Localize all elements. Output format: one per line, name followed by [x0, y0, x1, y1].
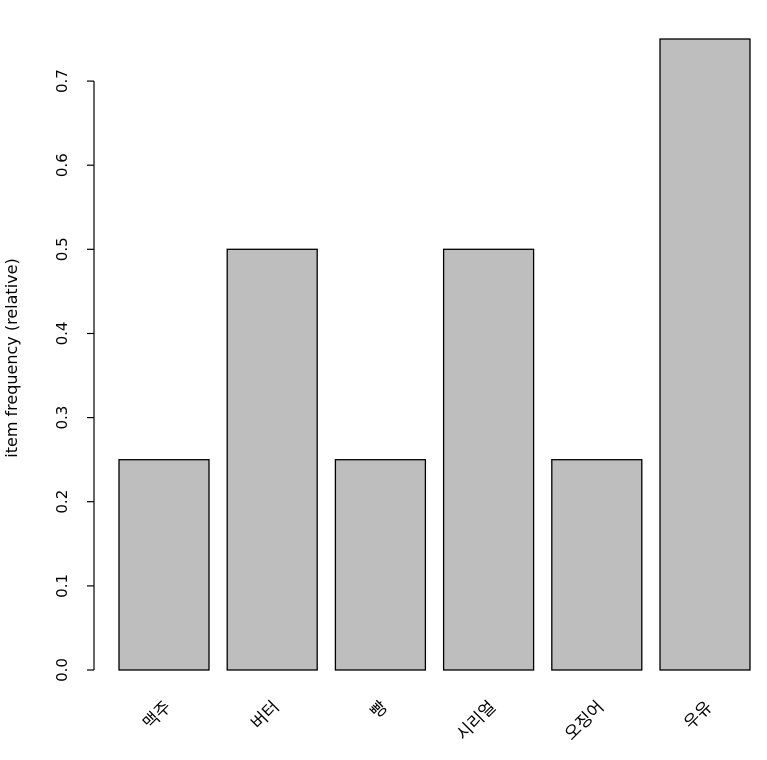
- bar-2: [226, 248, 318, 671]
- y-tick-label: 0.7: [53, 69, 71, 93]
- x-tick-label: 맥주: [139, 697, 175, 733]
- bar-6: [659, 38, 751, 671]
- y-tick-label: 0.1: [53, 574, 71, 598]
- y-tick-label: 0.5: [53, 237, 71, 261]
- bars-group: [118, 38, 751, 671]
- y-axis-title: item frequency (relative): [2, 258, 21, 457]
- x-tick-label: 시리얼: [453, 697, 500, 744]
- bar-3: [334, 459, 427, 671]
- bar-5: [551, 459, 643, 671]
- y-tick-label: 0.6: [53, 153, 71, 177]
- y-axis: 0.0 0.1 0.2 0.3 0.4 0.5 0.6 0.7: [53, 69, 95, 682]
- x-tick-label: 버터: [247, 697, 283, 733]
- y-tick-label: 0.3: [53, 406, 71, 430]
- x-tick-label: 우유: [680, 697, 716, 733]
- x-tick-label: 빵: [367, 697, 392, 722]
- x-axis-labels: 맥주 버터 빵 시리얼 오징어 우유: [139, 697, 716, 745]
- bar-1: [118, 459, 210, 671]
- x-tick-label: 오징어: [561, 697, 608, 744]
- bar-4: [442, 248, 535, 671]
- y-tick-label: 0.2: [53, 490, 71, 514]
- y-tick-label: 0.4: [53, 322, 71, 346]
- y-tick-label: 0.0: [53, 658, 71, 682]
